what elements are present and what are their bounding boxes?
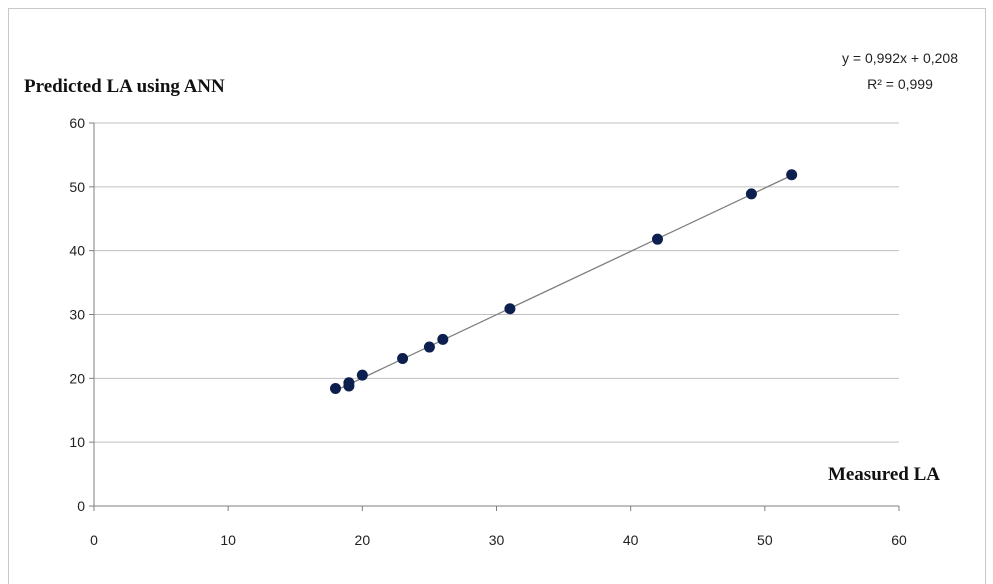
- data-point: [330, 383, 341, 395]
- data-point: [423, 341, 435, 353]
- x-tick-label: 50: [757, 532, 773, 548]
- x-tick-label: 20: [355, 532, 371, 548]
- y-tick-label: 20: [69, 370, 85, 386]
- x-axis-title: Measured LA: [828, 464, 940, 485]
- y-tick-label: 50: [69, 179, 85, 195]
- chart-frame: [8, 8, 986, 584]
- data-point: [652, 233, 663, 245]
- r-squared-label: R² = 0,999: [867, 76, 933, 92]
- x-tick-label: 40: [623, 532, 639, 548]
- linear-trendline: [335, 174, 792, 392]
- y-axis-title: Predicted LA using ANN: [24, 76, 225, 97]
- y-tick-label: 30: [69, 307, 85, 323]
- data-point: [397, 353, 409, 365]
- data-point: [504, 303, 516, 315]
- y-tick-label: 40: [69, 243, 85, 259]
- x-tick-label: 0: [90, 532, 98, 548]
- data-point: [437, 333, 449, 345]
- y-tick-label: 60: [69, 115, 85, 131]
- gridlines: [94, 122, 899, 443]
- trendline-layer: [335, 174, 792, 392]
- x-tick-label: 10: [220, 532, 236, 548]
- data-point: [786, 169, 798, 181]
- x-tick-label: 60: [891, 532, 907, 548]
- trendline-equation: y = 0,992x + 0,208: [842, 50, 958, 66]
- data-point: [343, 377, 355, 389]
- axes: [89, 122, 900, 511]
- data-point: [745, 188, 757, 200]
- y-tick-label: 0: [77, 498, 85, 514]
- data-point: [356, 369, 368, 381]
- y-tick-label: 10: [69, 434, 85, 450]
- data-points: [330, 169, 798, 395]
- tick-labels: 0 10 20 30 40 50 60 0 10 20 30 40 50 60: [69, 115, 907, 548]
- x-tick-label: 30: [489, 532, 505, 548]
